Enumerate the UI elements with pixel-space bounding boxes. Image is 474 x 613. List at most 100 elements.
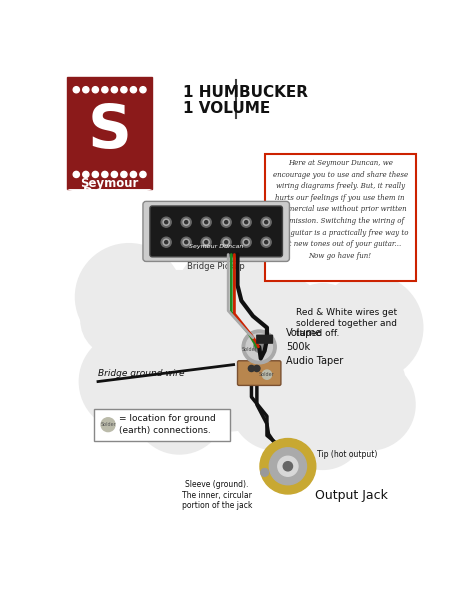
Circle shape [83, 86, 89, 93]
Text: Solder: Solder [242, 348, 258, 352]
Text: Seymour: Seymour [81, 177, 139, 190]
Circle shape [73, 86, 80, 93]
Text: = location for ground
(earth) connections.: = location for ground (earth) connection… [119, 414, 216, 435]
Circle shape [130, 172, 137, 178]
Circle shape [140, 172, 146, 178]
Circle shape [175, 243, 284, 351]
Circle shape [246, 334, 273, 360]
Text: Bridge Pickup: Bridge Pickup [187, 262, 245, 272]
Circle shape [83, 172, 89, 178]
Circle shape [221, 237, 231, 247]
Circle shape [130, 86, 137, 93]
Circle shape [163, 219, 169, 225]
Text: Volume
500k
Audio Taper: Volume 500k Audio Taper [286, 328, 344, 366]
Circle shape [263, 219, 269, 225]
Bar [71, 82, 148, 185]
Text: Tip (hot output): Tip (hot output) [317, 450, 378, 459]
Circle shape [248, 365, 255, 371]
FancyBboxPatch shape [143, 202, 290, 261]
Circle shape [242, 330, 276, 364]
Circle shape [92, 172, 99, 178]
FancyBboxPatch shape [256, 335, 273, 344]
Circle shape [185, 221, 188, 224]
Circle shape [92, 86, 99, 93]
Text: Output Jack: Output Jack [315, 489, 388, 502]
Circle shape [264, 221, 268, 224]
Text: S: S [88, 102, 132, 161]
FancyBboxPatch shape [150, 206, 283, 257]
Circle shape [111, 86, 118, 93]
Circle shape [185, 241, 188, 244]
Circle shape [285, 283, 360, 357]
Polygon shape [67, 189, 152, 205]
Circle shape [135, 349, 201, 414]
Circle shape [163, 239, 169, 245]
Circle shape [225, 241, 228, 244]
Text: Here at Seymour Duncan, we
encourage you to use and share these
wiring diagrams : Here at Seymour Duncan, we encourage you… [272, 159, 409, 260]
Circle shape [225, 221, 228, 224]
Circle shape [323, 359, 416, 451]
Circle shape [230, 359, 323, 451]
Circle shape [140, 86, 146, 93]
Text: 1 HUMBUCKER: 1 HUMBUCKER [183, 85, 308, 101]
Circle shape [241, 217, 251, 227]
Circle shape [260, 438, 316, 494]
Text: Duncan.: Duncan. [82, 186, 137, 199]
Circle shape [79, 332, 179, 432]
Circle shape [203, 239, 210, 245]
Circle shape [201, 237, 211, 247]
Text: 1 VOLUME: 1 VOLUME [183, 101, 271, 116]
Circle shape [264, 241, 268, 244]
Circle shape [262, 370, 272, 379]
Circle shape [243, 219, 249, 225]
Circle shape [341, 349, 406, 414]
Circle shape [164, 241, 168, 244]
Circle shape [73, 172, 80, 178]
Circle shape [164, 221, 168, 224]
Text: Seymour Duncan: Seymour Duncan [189, 245, 243, 249]
Circle shape [245, 241, 248, 244]
Circle shape [254, 341, 264, 352]
Text: Bridge ground wire: Bridge ground wire [98, 370, 184, 378]
Circle shape [133, 362, 226, 455]
Circle shape [240, 349, 305, 414]
Circle shape [102, 172, 108, 178]
Circle shape [283, 462, 292, 471]
Circle shape [280, 386, 365, 470]
Circle shape [223, 219, 229, 225]
Circle shape [129, 270, 230, 370]
Text: Sleeve (ground).
The inner, circular
portion of the jack: Sleeve (ground). The inner, circular por… [182, 480, 252, 510]
Circle shape [245, 221, 248, 224]
Circle shape [261, 217, 271, 227]
Circle shape [75, 243, 183, 351]
Circle shape [179, 332, 280, 432]
Circle shape [235, 275, 310, 349]
Circle shape [254, 365, 260, 371]
Circle shape [241, 237, 251, 247]
Circle shape [201, 217, 211, 227]
Circle shape [263, 239, 269, 245]
Circle shape [161, 237, 171, 247]
Text: Solder: Solder [259, 372, 275, 377]
Circle shape [290, 345, 356, 410]
Circle shape [121, 86, 127, 93]
Circle shape [80, 283, 155, 357]
Circle shape [190, 345, 255, 410]
Circle shape [101, 417, 115, 432]
Bar [264, 154, 416, 281]
Circle shape [102, 86, 108, 93]
Circle shape [205, 241, 208, 244]
Text: Solder: Solder [100, 422, 116, 427]
Circle shape [223, 239, 229, 245]
Circle shape [222, 274, 330, 381]
Circle shape [183, 219, 189, 225]
Circle shape [121, 172, 127, 178]
Bar [67, 77, 152, 189]
Circle shape [205, 221, 208, 224]
Circle shape [243, 239, 249, 245]
Circle shape [273, 301, 373, 401]
Circle shape [185, 283, 259, 357]
Circle shape [203, 219, 210, 225]
Circle shape [85, 345, 150, 410]
Circle shape [183, 239, 189, 245]
